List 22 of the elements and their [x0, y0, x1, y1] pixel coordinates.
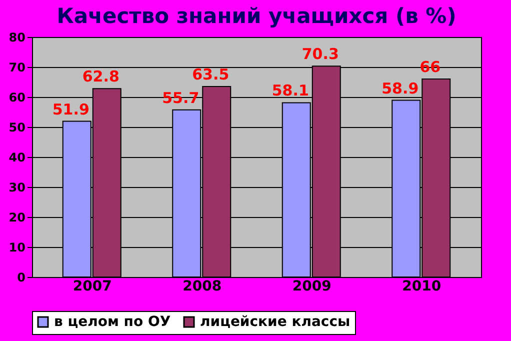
x-tick-label: 2010 — [402, 278, 442, 294]
x-tick-label: 2008 — [182, 278, 222, 294]
y-tick-label: 40 — [8, 150, 26, 164]
y-tick-label: 50 — [8, 120, 26, 134]
legend-label: в целом по ОУ — [54, 314, 171, 330]
y-tick-label: 70 — [8, 60, 26, 74]
y-tick-label: 20 — [8, 210, 26, 224]
legend-label: лицейские классы — [200, 314, 350, 330]
y-tick-label: 0 — [17, 270, 26, 284]
data-label: 70.3 — [302, 45, 339, 64]
y-tick-label: 10 — [8, 240, 26, 254]
data-label: 58.9 — [382, 79, 419, 98]
y-tick-label: 30 — [8, 180, 26, 194]
x-tick-label: 2007 — [72, 278, 112, 294]
y-tick-label: 60 — [8, 90, 26, 104]
data-label: 58.1 — [272, 82, 309, 100]
data-label: 62.8 — [82, 68, 120, 86]
x-tick-label: 2009 — [292, 278, 332, 294]
chart-title: Качество знаний учащихся (в %) — [56, 4, 456, 28]
data-label: 63.5 — [192, 66, 230, 84]
data-label: 51.9 — [52, 100, 90, 118]
y-tick-label: 80 — [8, 30, 26, 44]
